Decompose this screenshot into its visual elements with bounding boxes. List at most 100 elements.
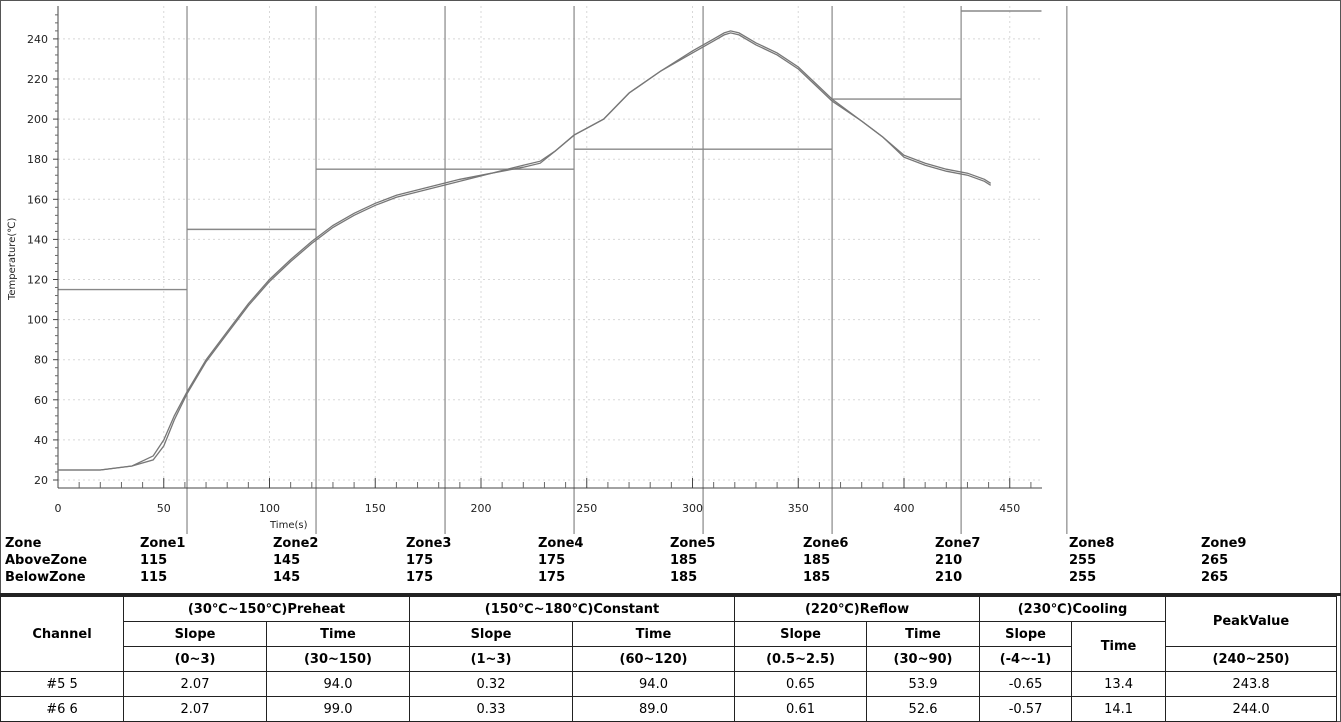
zone-cell: Zone8	[1069, 536, 1115, 551]
value-cell: 99.0	[266, 696, 410, 722]
y-tick-label: 20	[34, 474, 48, 487]
y-tick-label: 60	[34, 394, 48, 407]
reflow-slope-label: Slope	[734, 621, 868, 647]
constant-slope-range: (1~3)	[409, 646, 573, 672]
zone-cell: 115	[140, 570, 168, 585]
ticks: 20 40 60 80 100 120 140 160 180 200 220 240 0 50 100 15…	[27, 14, 1032, 515]
zone-header-row: Zone Zone1 Zone2 Zone3 Zone4 Zone5 Zone6 Zone7 Z…	[0, 536, 1341, 552]
x-axis-title: Time(s)	[269, 520, 308, 531]
zone-cell: 175	[538, 570, 566, 585]
constant-time-range: (60~120)	[571, 646, 736, 672]
series-curve-2	[58, 32, 992, 471]
zone-cell: 185	[803, 570, 831, 585]
grid	[57, 6, 1042, 488]
y-tick-label: 240	[27, 33, 48, 46]
table-row: #5 5 2.07 94.0 0.32 94.0 0.65 53.9 -0.65 13.4 243…	[0, 671, 1338, 697]
zone-cell: 115	[140, 553, 168, 568]
cooling-header: (230℃)Cooling	[979, 596, 1167, 622]
reflow-slope-range: (0.5~2.5)	[734, 646, 868, 672]
cooling-time-label: Time	[1071, 621, 1167, 672]
zone-cell: 210	[935, 553, 963, 568]
y-tick-label: 200	[27, 113, 48, 126]
value-cell: 0.32	[409, 671, 573, 697]
y-tick-label: 160	[27, 193, 48, 206]
x-tick-label: 0	[55, 502, 62, 515]
temperature-profile-chart: 20 40 60 80 100 120 140 160 180 200 220 240 0 50 100 15…	[7, 6, 1068, 534]
zone-cell: 265	[1201, 570, 1229, 585]
preheat-slope-range: (0~3)	[123, 646, 267, 672]
table-row: #6 6 2.07 99.0 0.33 89.0 0.61 52.6 -0.57 14.1 244…	[0, 696, 1338, 722]
y-tick-label: 220	[27, 73, 48, 86]
x-tick-label: 200	[471, 502, 492, 515]
value-cell: 243.8	[1165, 671, 1338, 697]
value-cell: 89.0	[571, 696, 736, 722]
zone-row-label: BelowZone	[5, 570, 86, 585]
x-tick-label: 150	[365, 502, 386, 515]
cooling-slope-label: Slope	[979, 621, 1073, 647]
x-tick-label: 300	[682, 502, 703, 515]
y-tick-label: 180	[27, 153, 48, 166]
value-cell: 2.07	[123, 671, 267, 697]
value-cell: 94.0	[571, 671, 736, 697]
preheat-time-range: (30~150)	[266, 646, 410, 672]
x-tick-label: 400	[894, 502, 915, 515]
zone-row-label: Zone	[5, 536, 42, 551]
y-tick-label: 140	[27, 233, 48, 246]
value-cell: 0.33	[409, 696, 573, 722]
y-tick-label: 120	[27, 274, 48, 287]
x-tick-label: 100	[259, 502, 280, 515]
peak-range: (240~250)	[1165, 646, 1338, 672]
x-tick-label: 450	[999, 502, 1020, 515]
preheat-time-label: Time	[266, 621, 410, 647]
value-cell: 94.0	[266, 671, 410, 697]
y-tick-label: 100	[27, 314, 48, 327]
zone-cell: 255	[1069, 570, 1097, 585]
preheat-header: (30℃~150℃)Preheat	[123, 596, 410, 622]
zone-cell: 185	[670, 553, 698, 568]
value-cell: 244.0	[1165, 696, 1338, 722]
zone-cell: 175	[406, 570, 434, 585]
peak-header: PeakValue	[1165, 596, 1338, 647]
value-cell: 13.4	[1071, 671, 1167, 697]
zone-cell: 175	[538, 553, 566, 568]
stats-body: #5 5 2.07 94.0 0.32 94.0 0.65 53.9 -0.65 13.4 243…	[0, 671, 1338, 722]
reflow-time-label: Time	[866, 621, 981, 647]
zone-cell: 255	[1069, 553, 1097, 568]
zone-cell: 145	[273, 570, 301, 585]
zone-cell: Zone4	[538, 536, 584, 551]
zone-above-row: AboveZone 115 145 175 175 185 185 210 255 265	[0, 553, 1341, 569]
value-cell: 0.65	[734, 671, 868, 697]
zone-settings-table: Zone Zone1 Zone2 Zone3 Zone4 Zone5 Zone6 Zone7 Z…	[0, 535, 1341, 596]
zone-cell: Zone7	[935, 536, 981, 551]
zone-cell: 175	[406, 553, 434, 568]
value-cell: 53.9	[866, 671, 981, 697]
y-axis-title: Temperature(℃)	[7, 218, 18, 301]
x-tick-label: 250	[576, 502, 597, 515]
zone-cell: Zone1	[140, 536, 186, 551]
x-tick-label: 50	[157, 502, 171, 515]
channel-header: Channel	[0, 596, 124, 672]
cooling-slope-range: (-4~-1)	[979, 646, 1073, 672]
channel-cell: #6 6	[0, 696, 124, 722]
series-curves	[58, 30, 992, 471]
y-tick-label: 80	[34, 354, 48, 367]
value-cell: 2.07	[123, 696, 267, 722]
zone-cell: Zone3	[406, 536, 452, 551]
axes	[57, 6, 1042, 489]
value-cell: -0.57	[979, 696, 1073, 722]
reflow-header: (220℃)Reflow	[734, 596, 981, 622]
zone-below-row: BelowZone 115 145 175 175 185 185 210 255 265	[0, 570, 1341, 586]
zone-lines	[58, 6, 1068, 534]
zone-cell: Zone2	[273, 536, 319, 551]
zone-cell: 210	[935, 570, 963, 585]
zone-cell: 185	[670, 570, 698, 585]
zone-row-label: AboveZone	[5, 553, 88, 568]
y-tick-label: 40	[34, 434, 48, 447]
channel-cell: #5 5	[0, 671, 124, 697]
x-tick-label: 350	[788, 502, 809, 515]
stats-group-row: Channel (30℃~150℃)Preheat (150℃~180℃)Con…	[0, 596, 1338, 672]
value-cell: 52.6	[866, 696, 981, 722]
stats-label-row: Slope Time Slope Time Slope Time Slope T…	[1, 621, 1337, 672]
series-curve-1	[58, 30, 992, 471]
constant-time-label: Time	[571, 621, 736, 647]
